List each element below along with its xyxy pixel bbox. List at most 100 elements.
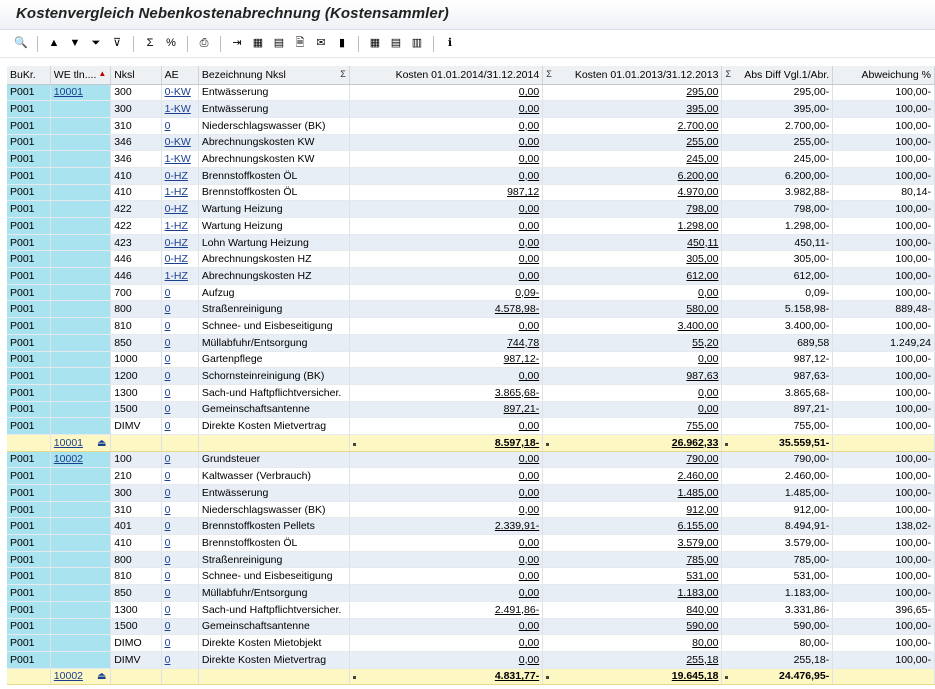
table-row[interactable]: P001 310 0 Niederschlagswasser (BK) 0,00 2.70…: [7, 117, 935, 135]
cell-kosten-2013-link[interactable]: 55,20: [542, 334, 723, 352]
table-row[interactable]: P001 410 0-HZ Brennstoffkosten ÖL 0,00 6.200,…: [7, 167, 935, 185]
cell-ae-link[interactable]: 1-KW: [161, 100, 199, 118]
table-row[interactable]: P001 1200 0 Schornsteinreinigung (BK) 0,00 98…: [7, 367, 935, 385]
cell-ae-link[interactable]: 0-KW: [161, 84, 199, 102]
table-row[interactable]: P001 1500 0 Gemeinschaftsantenne 897,21- 0,00…: [7, 401, 935, 419]
change-layout-icon[interactable]: ▦: [369, 37, 381, 49]
cell-kosten-2014-link[interactable]: 0,00: [349, 117, 544, 135]
mail-icon[interactable]: ✉: [316, 37, 326, 49]
cell-ae-link[interactable]: 0: [161, 401, 199, 419]
cell-kosten-2013-link[interactable]: 450,11: [542, 234, 723, 252]
cell-kosten-2013-link[interactable]: 987,63: [542, 367, 723, 385]
table-row[interactable]: P001 423 0-HZ Lohn Wartung Heizung 0,00 450,1…: [7, 234, 935, 252]
table-row[interactable]: P001 210 0 Kaltwasser (Verbrauch) 0,00 2.460,…: [7, 467, 935, 485]
table-row[interactable]: P001 1000 0 Gartenpflege 987,12- 0,00 987,12- 1…: [7, 351, 935, 369]
col-header-we[interactable]: WE tln.... ▲: [50, 66, 112, 85]
cell-kosten-2014-link[interactable]: 0,09-: [349, 284, 544, 302]
col-header-bezeichnung[interactable]: Bezeichnung Nksl Σ: [198, 66, 350, 85]
table-row[interactable]: P001 810 0 Schnee- und Eisbeseitigung 0,00 53…: [7, 567, 935, 586]
cell-we-tln[interactable]: 10001: [50, 84, 112, 102]
table-row[interactable]: P001 DIMV 0 Direkte Kosten Mietvertrag 0,00 7…: [7, 417, 935, 435]
table-row[interactable]: P001 DIMV 0 Direkte Kosten Mietvertrag 0,00 2…: [7, 651, 935, 669]
cell-kosten-2014-link[interactable]: 0,00: [349, 317, 544, 335]
cell-kosten-2014-link[interactable]: 0,00: [349, 618, 544, 636]
cell-ae-link[interactable]: 0: [161, 417, 199, 435]
table-row[interactable]: P001 401 0 Brennstoffkosten Pellets 2.339,91…: [7, 517, 935, 536]
cell-kosten-2014-link[interactable]: 0,00: [349, 150, 544, 168]
cell-kosten-2014-link[interactable]: 0,00: [349, 84, 544, 102]
cell-kosten-2013-link[interactable]: 0,00: [542, 384, 723, 402]
table-row[interactable]: P001 1300 0 Sach-und Haftpflichtversicher. 2…: [7, 601, 935, 619]
spreadsheet-icon[interactable]: ▦: [252, 37, 264, 49]
cell-kosten-2014-link[interactable]: 744,78: [349, 334, 544, 352]
cell-kosten-2013-link[interactable]: 2.700,00: [542, 117, 723, 135]
cell-kosten-2013-link[interactable]: 755,00: [542, 417, 723, 435]
cell-ae-link[interactable]: 0: [161, 567, 199, 586]
table-row[interactable]: P001 310 0 Niederschlagswasser (BK) 0,00 912,…: [7, 501, 935, 519]
sort-descending-icon[interactable]: ▼: [69, 37, 81, 49]
details-icon[interactable]: 🔍: [14, 37, 28, 49]
cell-kosten-2013-link[interactable]: 1.183,00: [542, 584, 723, 602]
col-header-bukr[interactable]: BuKr.: [7, 66, 51, 85]
cell-kosten-2013-link[interactable]: 245,00: [542, 150, 723, 168]
cell-kosten-2013-link[interactable]: 798,00: [542, 200, 723, 218]
table-row[interactable]: P001 422 1-HZ Wartung Heizung 0,00 1.298,00 1.…: [7, 217, 935, 235]
cell-kosten-2013-link[interactable]: 840,00: [542, 601, 723, 619]
table-row[interactable]: P001 410 1-HZ Brennstoffkosten ÖL 987,12 4.97…: [7, 184, 935, 202]
cell-kosten-2013-link[interactable]: 2.460,00: [542, 467, 723, 485]
cell-kosten-2014-link[interactable]: 0,00: [349, 584, 544, 602]
cell-kosten-2014-link[interactable]: 0,00: [349, 534, 544, 552]
cell-kosten-2014-link[interactable]: 0,00: [349, 551, 544, 569]
cell-kosten-2014-link[interactable]: 2.491,86-: [349, 601, 544, 619]
cell-kosten-2014-link[interactable]: 3.865,68-: [349, 384, 544, 402]
cell-we-tln[interactable]: 10002: [50, 451, 112, 469]
cell-ae-link[interactable]: 0: [161, 300, 199, 319]
cell-ae-link[interactable]: 0: [161, 634, 199, 652]
cell-ae-link[interactable]: 1-HZ: [161, 267, 199, 285]
col-header-abweichung[interactable]: Abweichung %: [832, 66, 935, 85]
cell-ae-link[interactable]: 0: [161, 651, 199, 669]
cell-ae-link[interactable]: 0: [161, 451, 199, 469]
cell-ae-link[interactable]: 0: [161, 467, 199, 485]
col-header-ae[interactable]: AE: [161, 66, 199, 85]
cell-kosten-2013-link[interactable]: 612,00: [542, 267, 723, 285]
cell-ae-link[interactable]: 0-KW: [161, 134, 199, 152]
cell-kosten-2013-link[interactable]: 3.400,00: [542, 317, 723, 335]
cell-kosten-2013-link[interactable]: 785,00: [542, 551, 723, 569]
table-row[interactable]: P001 810 0 Schnee- und Eisbeseitigung 0,00 3.…: [7, 317, 935, 335]
cell-kosten-2014-link[interactable]: 0,00: [349, 367, 544, 385]
word-processing-icon[interactable]: ▤: [273, 37, 285, 49]
delete-filter-icon[interactable]: ⊽: [112, 37, 122, 49]
cell-kosten-2014-link[interactable]: 2.339,91-: [349, 517, 544, 536]
table-row[interactable]: P001 410 0 Brennstoffkosten ÖL 0,00 3.579,00 3…: [7, 534, 935, 552]
cell-kosten-2014-link[interactable]: 0,00: [349, 100, 544, 118]
select-layout-icon[interactable]: ▤: [390, 37, 402, 49]
table-row[interactable]: P001 1300 0 Sach-und Haftpflichtversicher. 3…: [7, 384, 935, 402]
subtotal-we-cell[interactable]: 10001 ⏏: [50, 434, 112, 452]
cell-ae-link[interactable]: 0: [161, 517, 199, 536]
cell-kosten-2013-link[interactable]: 295,00: [542, 84, 723, 102]
local-file-icon[interactable]: 🗎: [295, 37, 305, 49]
sum-icon[interactable]: Σ: [146, 37, 154, 49]
table-row[interactable]: P001 446 1-HZ Abrechnungskosten HZ 0,00 612,0…: [7, 267, 935, 285]
cell-kosten-2013-link[interactable]: 1.485,00: [542, 484, 723, 502]
table-row[interactable]: P001 10002 100 0 Grundsteuer 0,00 790,00 790,00…: [7, 451, 935, 469]
table-row[interactable]: P001 850 0 Müllabfuhr/Entsorgung 0,00 1.183,0…: [7, 584, 935, 602]
col-header-abs-diff[interactable]: Σ Abs Diff Vgl.1/Abr.: [721, 66, 834, 85]
cell-ae-link[interactable]: 0: [161, 384, 199, 402]
col-header-kosten-2014[interactable]: Kosten 01.01.2014/31.12.2014: [349, 66, 544, 85]
subtotal-level-icon[interactable]: ⏏: [97, 437, 107, 449]
filter-icon[interactable]: ⏷: [91, 37, 101, 49]
cell-ae-link[interactable]: 0: [161, 367, 199, 385]
cell-ae-link[interactable]: 0: [161, 551, 199, 569]
cell-ae-link[interactable]: 0: [161, 618, 199, 636]
table-row[interactable]: P001 850 0 Müllabfuhr/Entsorgung 744,78 55,20…: [7, 334, 935, 352]
cell-ae-link[interactable]: 0: [161, 284, 199, 302]
cell-kosten-2014-link[interactable]: 0,00: [349, 267, 544, 285]
table-row[interactable]: P001 10001 300 0-KW Entwässerung 0,00 295,00 29…: [7, 84, 935, 102]
cell-kosten-2014-link[interactable]: 0,00: [349, 501, 544, 519]
cell-kosten-2014-link[interactable]: 0,00: [349, 200, 544, 218]
subtotal-we-cell[interactable]: 10002 ⏏: [50, 668, 112, 686]
cell-kosten-2013-link[interactable]: 3.579,00: [542, 534, 723, 552]
cell-kosten-2013-link[interactable]: 912,00: [542, 501, 723, 519]
